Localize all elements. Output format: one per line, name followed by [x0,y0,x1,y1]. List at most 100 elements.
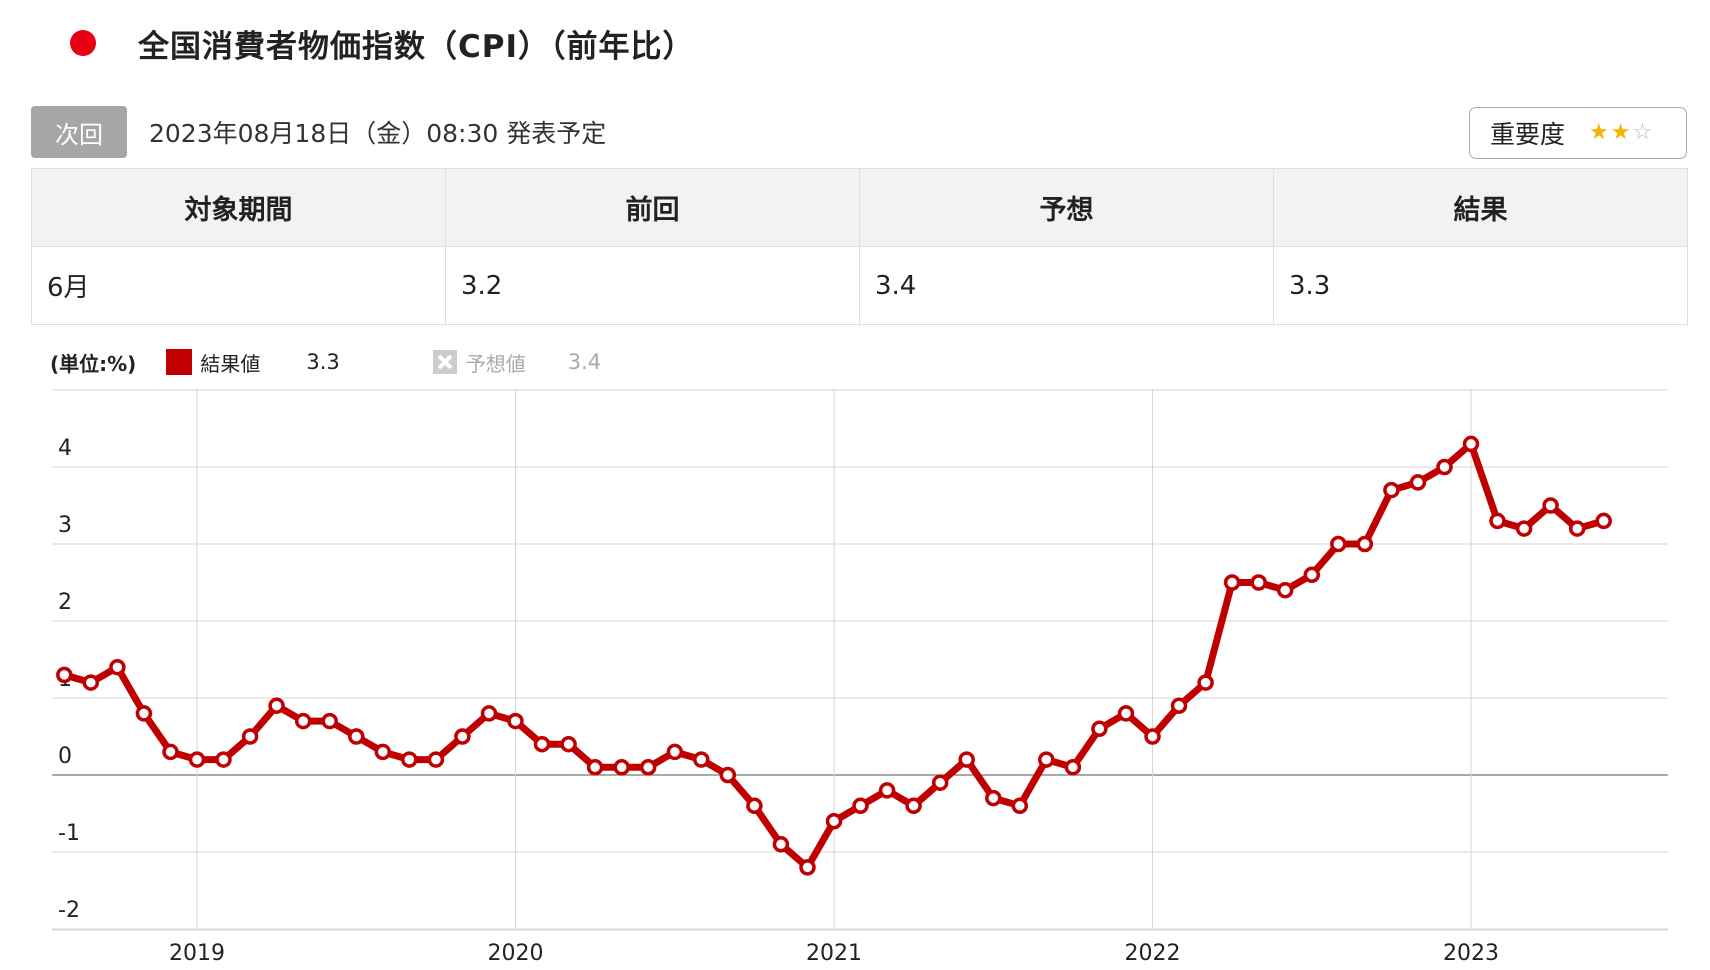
data-point [294,712,312,730]
header-previous: 前回 [445,168,860,247]
data-point [746,797,763,815]
importance-label: 重要度 [1490,120,1566,149]
data-point [1383,481,1400,499]
data-point [1144,728,1161,745]
x-tick-label: 2022 [1125,941,1181,966]
next-release-date: 2023年08月18日（金）08:30 発表予定 [149,119,607,148]
data-point [348,728,365,745]
star-filled-icon: ★ [1610,120,1631,145]
data-point [905,797,922,815]
next-release-badge: 次回 [31,106,127,158]
x-tick-label: 2019 [169,941,225,966]
data-point [1330,535,1347,553]
data-point [533,735,551,753]
data-point [1515,520,1533,537]
forecast-toggle-icon[interactable] [432,349,458,375]
data-point [1117,705,1135,722]
cell-previous: 3.2 [445,246,860,325]
title-marker-dot [70,30,96,56]
forecast-legend-value: 3.4 [567,350,602,374]
data-point [401,751,418,768]
data-point [931,774,949,791]
data-point [215,751,232,768]
data-point [374,743,392,761]
data-point [639,759,657,776]
data-point [1489,512,1506,530]
data-point [135,705,153,722]
actual-legend-value: 3.3 [306,350,340,374]
data-point [825,812,843,830]
data-point [1462,435,1480,453]
y-tick-label: 3 [58,513,72,538]
x-tick-label: 2023 [1443,941,1499,966]
data-point [507,712,524,730]
data-point [799,859,816,876]
x-tick-label: 2021 [806,941,862,966]
data-point [1170,697,1188,714]
y-tick-label: -2 [58,898,80,923]
next-release-row: 次回 2023年08月18日（金）08:30 発表予定 [31,106,606,158]
data-point [1409,474,1427,491]
cell-result: 3.3 [1273,246,1688,325]
data-point [162,743,179,761]
star-empty-icon: ☆ [1632,120,1653,145]
data-point [1011,797,1029,815]
data-point [1276,581,1294,599]
indicator-table: 対象期間 前回 予想 結果 6月 3.2 3.4 3.3 [31,168,1688,325]
data-point [985,789,1002,807]
forecast-legend-label[interactable]: 予想値 [465,351,526,376]
y-tick-label: -1 [58,821,80,846]
chart-legend: (単位:%) 結果値 3.3 予想値 3.4 [50,347,601,377]
cell-period: 6月 [31,246,446,325]
header-forecast: 予想 [859,168,1274,247]
data-point [1568,520,1586,537]
data-point [454,728,471,745]
data-point [1091,720,1108,738]
data-point [852,797,869,815]
data-point [321,712,338,730]
cell-forecast: 3.4 [859,246,1274,325]
data-point [719,766,737,784]
page-title: 全国消費者物価指数（CPI）（前年比） [138,28,695,65]
data-point [427,751,445,768]
y-tick-label: 2 [58,590,72,615]
data-point [1595,512,1612,530]
data-point [560,735,577,753]
actual-legend-label[interactable]: 結果値 [200,351,261,376]
data-point [666,743,684,761]
table-row: 6月 3.2 3.4 3.3 [31,246,1688,325]
data-point [82,674,100,691]
data-point [109,658,126,676]
unit-label: (単位:%) [50,351,137,376]
x-tick-label: 2020 [488,941,544,966]
header-period: 対象期間 [31,168,446,247]
data-point [56,666,73,684]
data-point [586,759,604,776]
data-point [613,759,630,776]
data-point [1223,574,1241,591]
data-point [772,836,790,853]
data-point [241,728,259,745]
data-point [878,782,896,799]
data-point [1436,458,1453,476]
data-point [1038,751,1055,768]
data-point [1197,674,1214,691]
star-filled-icon: ★ [1589,120,1609,145]
importance-box: 重要度 ★ ★ ☆ [1469,107,1687,159]
data-point [1250,574,1267,591]
importance-stars: ★ ★ ☆ [1589,122,1652,144]
data-point [958,751,975,768]
y-tick-label: 0 [58,744,72,769]
data-point [1356,535,1374,553]
data-point [268,697,285,714]
y-tick-label: 4 [58,436,72,461]
data-point [1303,566,1321,584]
actual-legend-swatch[interactable] [166,349,193,375]
data-point [480,705,498,722]
data-point [1542,497,1559,514]
title-row: 全国消費者物価指数（CPI）（前年比） [70,18,695,68]
header-result: 結果 [1273,168,1688,247]
data-point [1064,759,1082,776]
data-point [693,751,710,768]
